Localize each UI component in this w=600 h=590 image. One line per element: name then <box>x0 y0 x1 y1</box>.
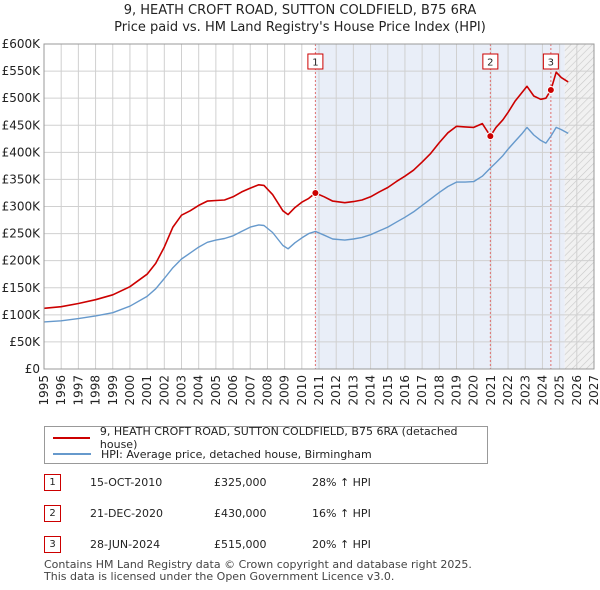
transaction-hpi-change: 20% ↑ HPI <box>312 538 371 551</box>
transaction-row: 2 21-DEC-2020 £430,000 16% ↑ HPI <box>0 505 600 525</box>
sale-point <box>486 132 495 141</box>
y-tick-label: £350K <box>2 172 42 186</box>
transaction-date: 21-DEC-2020 <box>90 507 164 520</box>
sale-label-number: 2 <box>487 58 493 69</box>
price-chart: £0 £50K £100K £150K £200K £250K £300K £350K £400… <box>2 37 600 406</box>
legend-item-property: 9, HEATH CROFT ROAD, SUTTON COLDFIELD, B… <box>53 425 487 451</box>
x-tick-label: 2009 <box>278 375 292 406</box>
x-tick-label: 2024 <box>535 375 549 406</box>
transaction-number-badge: 2 <box>44 505 61 522</box>
y-tick-label: £500K <box>2 91 42 105</box>
legend-swatch-hpi <box>53 453 91 455</box>
x-tick-label: 2003 <box>175 375 189 406</box>
y-tick-label: £50K <box>9 335 41 349</box>
transaction-price: £515,000 <box>214 538 267 551</box>
x-tick-label: 2012 <box>329 375 343 406</box>
x-tick-label: 2025 <box>553 375 567 406</box>
sale-point <box>311 188 320 197</box>
legend-swatch-property <box>53 437 90 439</box>
x-tick-label: 1998 <box>89 375 103 406</box>
x-tick-label: 2018 <box>432 375 446 406</box>
x-tick-label: 1997 <box>71 375 85 406</box>
sale-label-box <box>307 53 324 70</box>
sale-point <box>546 86 555 95</box>
x-tick-label: 2006 <box>226 375 240 406</box>
sale-label-number: 1 <box>312 58 318 69</box>
transaction-number-badge: 3 <box>44 536 61 553</box>
chart-title-line-2: Price paid vs. HM Land Registry's House … <box>114 20 486 35</box>
footer-attribution: Contains HM Land Registry data © Crown c… <box>44 559 472 583</box>
x-tick-label: 2008 <box>260 375 274 406</box>
chart-title: 9, HEATH CROFT ROAD, SUTTON COLDFIELD, B… <box>0 2 600 36</box>
x-tick-label: 2000 <box>123 375 137 406</box>
x-tick-label: 1996 <box>54 375 68 406</box>
x-tick-label: 2021 <box>484 375 498 406</box>
x-tick-label: 2016 <box>398 375 412 406</box>
x-tick-label: 2015 <box>381 375 395 406</box>
transaction-price: £430,000 <box>214 507 267 520</box>
x-tick-label: 2020 <box>467 375 481 406</box>
y-tick-label: £600K <box>2 37 42 51</box>
x-tick-label: 2010 <box>295 375 309 406</box>
y-tick-label: £400K <box>2 145 42 159</box>
transaction-row: 3 28-JUN-2024 £515,000 20% ↑ HPI <box>0 536 600 556</box>
x-tick-label: 2022 <box>501 375 515 406</box>
legend-item-hpi: HPI: Average price, detached house, Birm… <box>53 446 372 462</box>
transaction-hpi-change: 16% ↑ HPI <box>312 507 371 520</box>
y-tick-label: £450K <box>2 118 42 132</box>
legend-label-hpi: HPI: Average price, detached house, Birm… <box>101 447 372 461</box>
transaction-price: £325,000 <box>214 476 267 489</box>
hpi-line <box>43 126 569 323</box>
y-tick-label: £0 <box>25 362 40 376</box>
y-tick-label: £150K <box>2 281 42 295</box>
x-tick-label: 2005 <box>209 375 223 406</box>
x-tick-label: 1995 <box>37 375 51 406</box>
x-tick-label: 2002 <box>157 375 171 406</box>
chart-title-line-1: 9, HEATH CROFT ROAD, SUTTON COLDFIELD, B… <box>123 3 477 18</box>
y-tick-label: £550K <box>2 64 42 78</box>
x-tick-label: 2001 <box>140 375 154 406</box>
x-tick-label: 2007 <box>243 375 257 406</box>
transaction-row: 1 15-OCT-2010 £325,000 28% ↑ HPI <box>0 474 600 494</box>
property-price-line <box>43 71 569 310</box>
y-tick-label: £200K <box>2 254 42 268</box>
sale-label-number: 3 <box>548 58 554 69</box>
transaction-number-badge: 1 <box>44 474 61 491</box>
x-tick-label: 2019 <box>450 375 464 406</box>
sale-label-box <box>482 53 499 70</box>
footer-copyright: Contains HM Land Registry data © Crown c… <box>44 558 472 571</box>
transaction-date: 15-OCT-2010 <box>90 476 163 489</box>
x-tick-label: 2011 <box>312 375 326 406</box>
transaction-date: 28-JUN-2024 <box>90 538 161 551</box>
footer-licence: This data is licensed under the Open Gov… <box>44 570 395 583</box>
x-tick-label: 2017 <box>415 375 429 406</box>
x-tick-label: 2023 <box>518 375 532 406</box>
x-tick-label: 2014 <box>364 375 378 406</box>
y-tick-label: £300K <box>2 200 42 214</box>
transaction-hpi-change: 28% ↑ HPI <box>312 476 371 489</box>
x-tick-label: 2013 <box>346 375 360 406</box>
plot-border <box>43 43 595 370</box>
x-tick-label: 2026 <box>570 375 584 406</box>
chart-legend: 9, HEATH CROFT ROAD, SUTTON COLDFIELD, B… <box>44 425 488 464</box>
x-tick-label: 2004 <box>192 375 206 406</box>
x-tick-label: 2027 <box>587 375 600 406</box>
y-tick-label: £100K <box>2 308 42 322</box>
x-tick-label: 1999 <box>106 375 120 406</box>
legend-label-property: 9, HEATH CROFT ROAD, SUTTON COLDFIELD, B… <box>99 425 458 451</box>
sale-label-box <box>542 53 559 70</box>
y-tick-label: £250K <box>2 227 42 241</box>
